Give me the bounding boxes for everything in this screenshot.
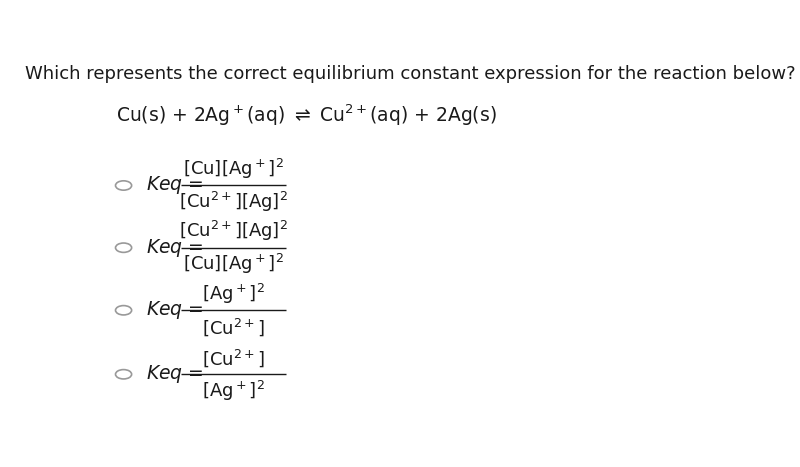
Text: [Cu][Ag$^+$]$^2$: [Cu][Ag$^+$]$^2$ <box>183 252 284 276</box>
Text: $\it{Keq}$ =: $\it{Keq}$ = <box>146 299 204 321</box>
Text: [Ag$^+$]$^2$: [Ag$^+$]$^2$ <box>202 379 265 403</box>
Text: $\it{Keq}$ =: $\it{Keq}$ = <box>146 175 204 197</box>
Text: [Cu$^{2+}$][Ag]$^2$: [Cu$^{2+}$][Ag]$^2$ <box>179 190 288 214</box>
Text: Which represents the correct equilibrium constant expression for the reaction be: Which represents the correct equilibrium… <box>25 65 795 83</box>
Text: [Cu$^{2+}$]: [Cu$^{2+}$] <box>202 316 265 338</box>
Text: [Cu$^{2+}$]: [Cu$^{2+}$] <box>202 347 265 368</box>
Text: [Cu][Ag$^+$]$^2$: [Cu][Ag$^+$]$^2$ <box>183 157 284 181</box>
Text: $\it{Keq}$ =: $\it{Keq}$ = <box>146 237 204 259</box>
Text: [Ag$^+$]$^2$: [Ag$^+$]$^2$ <box>202 282 265 306</box>
Text: $\it{Keq}$ =: $\it{Keq}$ = <box>146 363 204 385</box>
Text: Cu(s) + 2Ag$^+$(aq) $\rightleftharpoons$ Cu$^{2+}$(aq) + 2Ag(s): Cu(s) + 2Ag$^+$(aq) $\rightleftharpoons$… <box>115 103 496 128</box>
Text: [Cu$^{2+}$][Ag]$^2$: [Cu$^{2+}$][Ag]$^2$ <box>179 219 288 243</box>
